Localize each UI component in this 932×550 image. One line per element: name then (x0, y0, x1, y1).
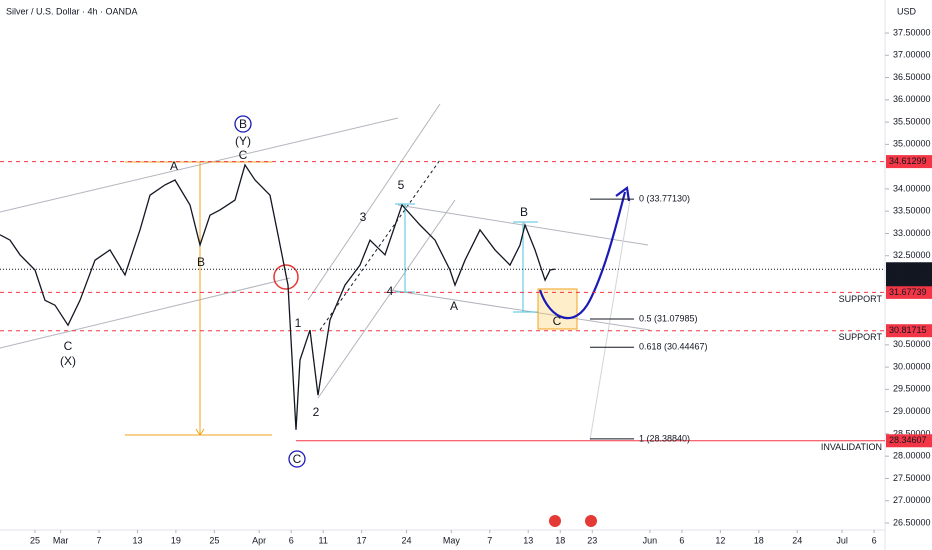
y-tick-label: 29.00000 (893, 406, 931, 416)
x-tick-label: 7 (487, 535, 492, 545)
chart-title: Silver / U.S. Dollar · 4h · OANDA (6, 6, 138, 16)
y-tick-label: 27.50000 (893, 473, 931, 483)
y-tick-label: 35.50000 (893, 116, 931, 126)
x-tick-label: 6 (289, 535, 294, 545)
x-tick-label: 6 (679, 535, 684, 545)
wave-label: A (170, 159, 178, 173)
guide-line (589, 199, 631, 441)
currency: USD (897, 6, 917, 16)
countdown: 02:28:56 (889, 274, 924, 284)
last-price-label: 32.19650 (889, 264, 927, 274)
level-label-box (886, 285, 932, 299)
y-tick-label: 30.50000 (893, 339, 931, 349)
wave-label: C (553, 314, 562, 328)
x-tick-label: 11 (319, 535, 328, 545)
level-label: 31.67739 (889, 287, 927, 297)
last-price-box (886, 262, 932, 287)
projection-curve (538, 191, 627, 320)
wave-label: A (450, 299, 458, 313)
projection-arrow (615, 186, 631, 202)
y-tick-label: 33.00000 (893, 228, 931, 238)
x-tick-label: 12 (715, 535, 725, 545)
x-tick-label: 13 (523, 535, 533, 545)
level-label-box (886, 155, 932, 169)
level-tag: SUPPORT (839, 294, 883, 304)
y-tick-label: 36.00000 (893, 94, 931, 104)
x-tick-label: 6 (872, 535, 877, 545)
y-tick-label: 35.00000 (893, 139, 931, 149)
level-label-box (886, 324, 932, 338)
wave-label: C (239, 148, 248, 162)
x-tick-label: May (443, 535, 461, 545)
x-tick-label: 19 (171, 535, 181, 545)
price-line (0, 163, 556, 430)
wave-label: (Y) (235, 134, 251, 148)
trend-line (319, 159, 441, 331)
y-tick-label: 30.00000 (893, 361, 931, 371)
channel-line (389, 289, 651, 331)
y-tick-label: 37.50000 (893, 27, 931, 37)
x-tick-label: Jun (643, 535, 658, 545)
level-label: 28.34607 (889, 435, 927, 445)
x-tick-label: 7 (97, 535, 102, 545)
y-tick-label: 33.50000 (893, 206, 931, 216)
level-tag: SUPPORT (839, 332, 883, 342)
x-tick-label: 18 (555, 535, 565, 545)
x-tick-label: 24 (401, 535, 411, 545)
wave-label: B (197, 255, 205, 269)
x-tick-label: 24 (792, 535, 802, 545)
wave-label: (X) (60, 354, 76, 368)
channel-line (317, 199, 456, 399)
x-tick-label: Mar (53, 535, 69, 545)
y-tick-label: 28.00000 (893, 451, 931, 461)
channel-line (0, 277, 291, 349)
wave-label: B (520, 205, 528, 219)
level-label: 34.61299 (889, 156, 927, 166)
wave-label: 4 (387, 284, 394, 298)
wave-label: 1 (295, 316, 302, 330)
wave-label: 3 (360, 210, 367, 224)
y-tick-label: 26.50000 (893, 517, 931, 527)
y-tick-label: 37.00000 (893, 50, 931, 60)
level-label: 30.81715 (889, 325, 927, 335)
wave-label: 5 (398, 178, 405, 192)
wave-label: C (293, 452, 302, 466)
measure-arrow (195, 428, 205, 436)
fib-label: 0 (33.77130) (639, 193, 690, 203)
channel-line (0, 117, 399, 213)
x-tick-label: 25 (30, 535, 40, 545)
channel-line (307, 103, 441, 301)
x-tick-label: Apr (252, 535, 266, 545)
level-label-box (886, 434, 932, 448)
wave-label: B (239, 117, 247, 131)
x-tick-label: 18 (754, 535, 764, 545)
wave-label: 2 (313, 405, 320, 419)
y-tick-label: 36.50000 (893, 72, 931, 82)
x-tick-label: 13 (132, 535, 142, 545)
drawings (0, 103, 651, 527)
highlight-circle (273, 264, 299, 290)
event-icon (585, 515, 597, 527)
wave-circle (234, 115, 252, 133)
y-tick-label: 29.50000 (893, 384, 931, 394)
x-tick-label: Jul (836, 535, 848, 545)
y-tick-label: 34.00000 (893, 183, 931, 193)
level-tag: INVALIDATION (821, 442, 882, 452)
fib-label: 0.618 (30.44467) (639, 342, 708, 352)
x-tick-label: 25 (209, 535, 219, 545)
y-tick-label: 27.00000 (893, 495, 931, 505)
y-tick-label: 32.50000 (893, 250, 931, 260)
wave-circle (288, 450, 306, 468)
target-zone (537, 288, 578, 330)
y-tick-label: 28.50000 (893, 428, 931, 438)
wave-label: C (64, 339, 73, 353)
fib-label: 1 (28.38840) (639, 433, 690, 443)
fib-label: 0.5 (31.07985) (639, 313, 698, 323)
x-tick-label: 23 (587, 535, 597, 545)
event-icon (549, 515, 561, 527)
x-tick-label: 17 (357, 535, 367, 545)
